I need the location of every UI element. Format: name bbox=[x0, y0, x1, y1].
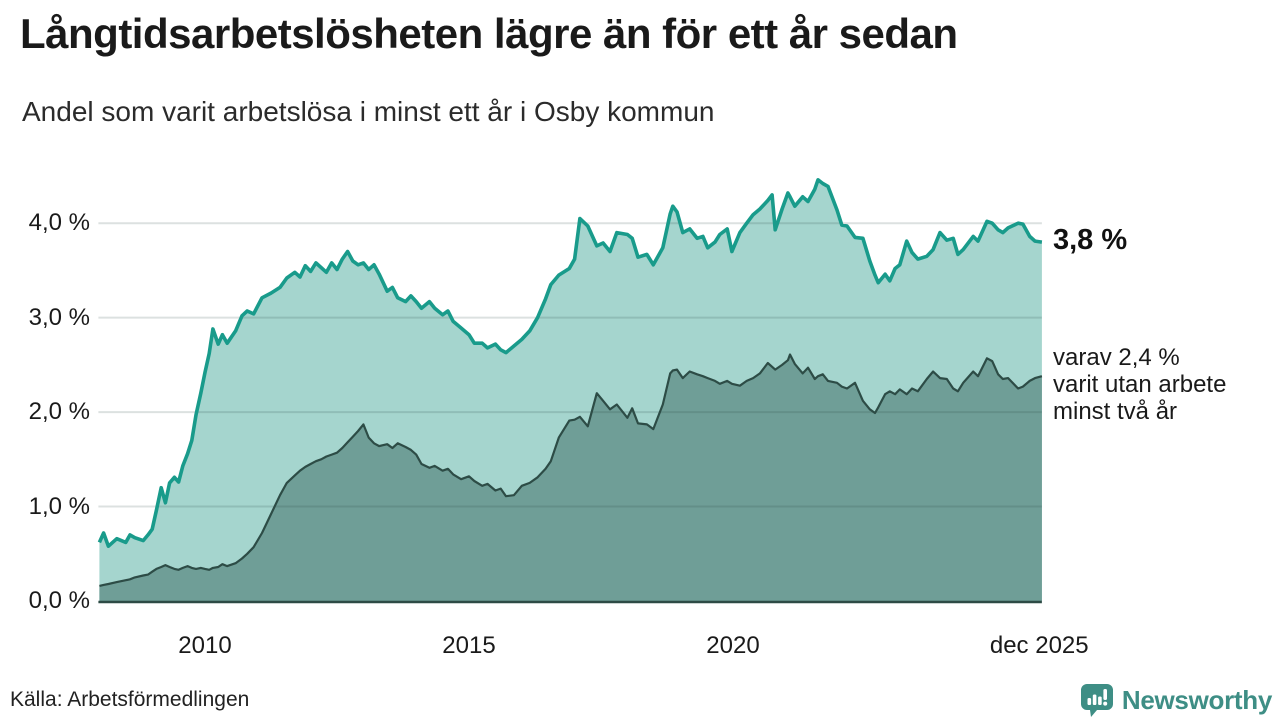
y-tick-label: 3,0 % bbox=[28, 303, 90, 331]
newsworthy-logo-icon bbox=[1080, 683, 1114, 717]
brand-name: Newsworthy bbox=[1121, 684, 1272, 715]
brand-logo: Newsworthy bbox=[1080, 682, 1272, 718]
two-year-end-line-3: minst två år bbox=[1053, 398, 1178, 425]
x-tick-label: 2015 bbox=[442, 632, 496, 659]
two-year-end-line-1: varav 2,4 % bbox=[1053, 344, 1180, 371]
y-tick-label: 2,0 % bbox=[28, 398, 90, 426]
two-year-line bbox=[99, 353, 1043, 587]
source-note: Källa: Arbetsförmedlingen bbox=[10, 688, 250, 711]
y-tick-label: 0,0 % bbox=[28, 587, 90, 614]
y-tick-label: 4,0 % bbox=[28, 209, 90, 237]
two-year-area bbox=[99, 354, 1042, 601]
y-tick-label: 1,0 % bbox=[28, 492, 90, 520]
two-year-end-line-2: varit utan arbete bbox=[1053, 371, 1227, 398]
x-tick-label: 2010 bbox=[178, 632, 232, 659]
total-line bbox=[97, 178, 1043, 548]
two-year-end-value-label: varav 2,4 % varit utan arbete minst två … bbox=[1053, 344, 1226, 425]
total-end-value-label: 3,8 % bbox=[1053, 224, 1128, 256]
x-tick-label: dec 2025 bbox=[989, 632, 1089, 659]
x-tick-label: 2020 bbox=[706, 632, 760, 659]
page-subtitle: Andel som varit arbetslösa i minst ett å… bbox=[22, 96, 715, 127]
page-title: Långtidsarbetslösheten lägre än för ett … bbox=[20, 10, 958, 57]
